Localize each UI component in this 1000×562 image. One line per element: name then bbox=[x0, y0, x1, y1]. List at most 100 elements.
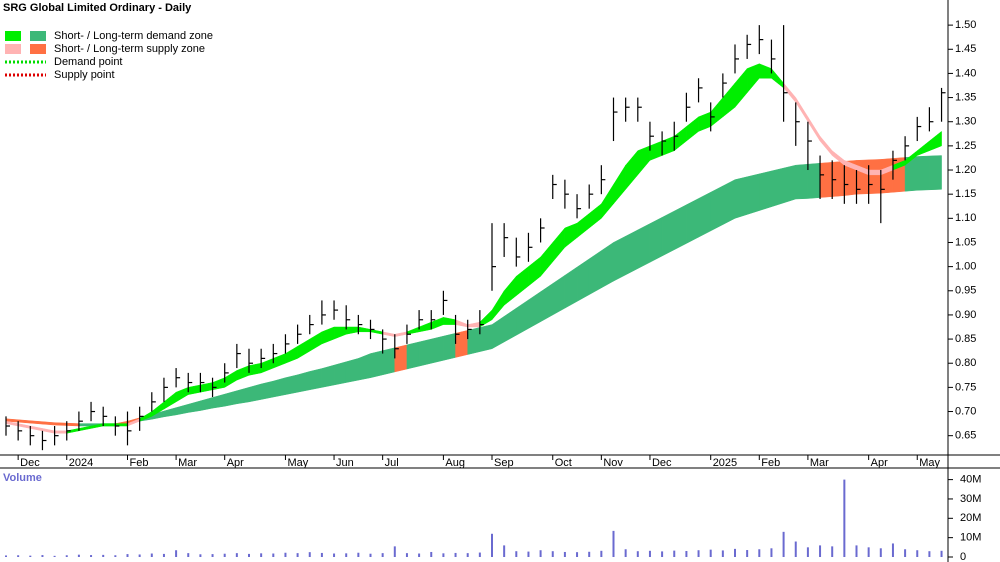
long-zone bbox=[746, 173, 760, 215]
x-tick-label: Jul bbox=[385, 457, 399, 469]
x-tick-label: May bbox=[919, 457, 940, 469]
volume-bar bbox=[709, 549, 712, 557]
volume-bar bbox=[296, 553, 299, 557]
volume-bar bbox=[65, 555, 68, 557]
long-zone bbox=[309, 368, 323, 391]
legend-label: Demand point bbox=[54, 56, 123, 68]
volume-bar bbox=[867, 547, 870, 557]
long-zone bbox=[795, 163, 809, 200]
x-tick-label: Sep bbox=[494, 457, 514, 469]
long-zone bbox=[66, 422, 80, 427]
volume-bar bbox=[539, 550, 542, 557]
volume-bar bbox=[612, 530, 615, 557]
long-zone bbox=[443, 332, 456, 361]
volume-bar bbox=[260, 553, 263, 557]
volume-bar bbox=[162, 553, 165, 557]
volume-bar bbox=[393, 546, 396, 557]
volume-bar bbox=[357, 552, 360, 557]
y-tick-label: 40M bbox=[960, 474, 981, 486]
long-zone bbox=[929, 155, 942, 191]
long-zone bbox=[382, 347, 396, 376]
volume-bar bbox=[333, 553, 336, 557]
volume-bar bbox=[320, 552, 323, 557]
volume-bar bbox=[53, 555, 56, 557]
volume-bar bbox=[114, 555, 117, 557]
volume-bar bbox=[855, 545, 858, 557]
volume-bar bbox=[697, 550, 700, 557]
volume-bar bbox=[904, 549, 907, 557]
y-tick-label: 20M bbox=[960, 512, 981, 524]
long-zone bbox=[479, 324, 493, 352]
volume-bar bbox=[369, 553, 372, 557]
x-tick-label: Apr bbox=[227, 457, 244, 469]
y-tick-label: 0.90 bbox=[955, 309, 976, 321]
long-zone bbox=[297, 371, 310, 393]
volume-bar bbox=[211, 554, 214, 557]
long-zone bbox=[868, 159, 882, 194]
volume-bar bbox=[806, 547, 809, 557]
y-tick-label: 0.85 bbox=[955, 333, 976, 345]
x-tick-label: Dec bbox=[652, 457, 672, 469]
x-tick-label: Nov bbox=[603, 457, 623, 469]
long-zone bbox=[78, 423, 92, 427]
y-tick-label: 1.15 bbox=[955, 188, 976, 200]
volume-bar bbox=[600, 550, 603, 557]
long-zone bbox=[260, 380, 274, 400]
volume-bar bbox=[29, 555, 32, 557]
y-tick-label: 0.80 bbox=[955, 357, 976, 369]
volume-bar bbox=[491, 533, 493, 557]
legend-swatch bbox=[30, 44, 46, 54]
volume-bar bbox=[126, 554, 129, 557]
x-tick-label: Mar bbox=[810, 457, 829, 469]
volume-bar bbox=[102, 554, 105, 557]
long-zone bbox=[54, 422, 67, 426]
x-tick-label: Oct bbox=[555, 457, 572, 469]
long-zone bbox=[807, 162, 821, 199]
volume-bar bbox=[442, 553, 445, 557]
y-tick-label: 0 bbox=[960, 551, 966, 562]
long-zone bbox=[734, 176, 748, 219]
volume-bar bbox=[138, 554, 141, 557]
volume-bar bbox=[770, 548, 773, 557]
volume-bar bbox=[5, 555, 7, 557]
volume-bar bbox=[284, 552, 287, 557]
volume-bar bbox=[418, 553, 421, 557]
volume-bar bbox=[758, 549, 761, 557]
long-zone bbox=[358, 353, 371, 381]
y-tick-label: 1.00 bbox=[955, 261, 976, 273]
volume-bar bbox=[248, 553, 250, 557]
volume-bar bbox=[746, 550, 749, 557]
volume-bar bbox=[478, 552, 481, 557]
volume-bar bbox=[41, 555, 44, 557]
long-zone bbox=[285, 374, 298, 395]
y-tick-label: 1.50 bbox=[955, 19, 976, 31]
long-zone bbox=[467, 327, 481, 355]
volume-bar bbox=[515, 551, 518, 557]
y-tick-label: 1.45 bbox=[955, 43, 976, 55]
short-zone bbox=[868, 169, 882, 176]
long-zone bbox=[601, 242, 614, 289]
y-tick-label: 1.40 bbox=[955, 67, 976, 79]
x-tick-label: Aug bbox=[445, 457, 465, 469]
long-zone bbox=[710, 185, 724, 232]
volume-bar bbox=[90, 555, 93, 557]
volume-title: Volume bbox=[3, 472, 42, 484]
long-zone bbox=[698, 191, 711, 238]
x-tick-label: 2024 bbox=[69, 457, 93, 469]
short-zone bbox=[248, 362, 262, 376]
long-zone bbox=[248, 383, 262, 403]
chart-title: SRG Global Limited Ordinary - Daily bbox=[3, 2, 192, 14]
volume-bar bbox=[940, 550, 943, 557]
volume-bar bbox=[175, 550, 178, 557]
long-zone bbox=[649, 216, 663, 263]
volume-bar bbox=[879, 548, 882, 557]
legend-label: Short- / Long-term demand zone bbox=[54, 30, 213, 42]
volume-bar bbox=[916, 550, 919, 557]
long-zone bbox=[661, 210, 675, 257]
legend-label: Supply point bbox=[54, 69, 115, 81]
short-zone bbox=[929, 130, 942, 152]
legend-swatch bbox=[30, 31, 46, 41]
volume-bar bbox=[199, 554, 202, 557]
